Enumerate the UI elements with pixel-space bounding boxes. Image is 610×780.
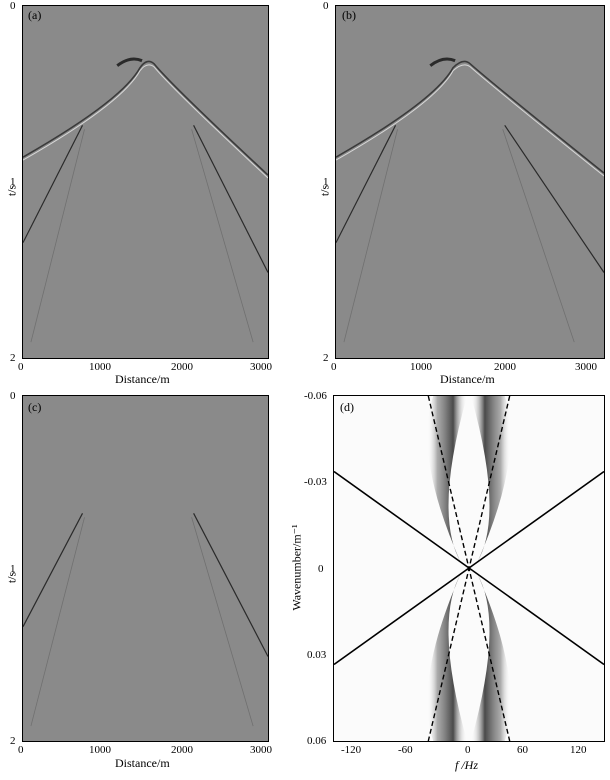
xlabel-d: f /Hz bbox=[455, 758, 479, 772]
ytick-b-0: 0 bbox=[323, 0, 329, 12]
ylabel-a: t/s bbox=[4, 184, 19, 197]
seismic-image-c bbox=[23, 513, 268, 727]
panel-label-b: (b) bbox=[342, 8, 356, 22]
xlabel-b: Distance/m bbox=[440, 372, 495, 386]
xtick-b-2: 2000 bbox=[494, 361, 516, 373]
seismic-plot-a bbox=[22, 5, 269, 359]
ytick-d-0: -0.06 bbox=[304, 390, 327, 402]
ytick-a-0: 0 bbox=[10, 0, 16, 12]
ytick-c-1: 1 bbox=[10, 563, 16, 575]
xtick-d-3: 60 bbox=[517, 744, 528, 756]
fk-image-d bbox=[334, 396, 604, 741]
seismic-plot-c bbox=[22, 395, 269, 742]
ytick-b-2: 2 bbox=[323, 352, 329, 364]
xtick-c-0: 0 bbox=[18, 744, 24, 756]
xtick-c-3: 3000 bbox=[250, 744, 272, 756]
seismic-plot-b bbox=[335, 5, 605, 359]
ytick-b-1: 1 bbox=[323, 176, 329, 188]
seismic-image-a bbox=[23, 57, 268, 343]
xtick-d-4: 120 bbox=[570, 744, 587, 756]
xtick-a-3: 3000 bbox=[250, 361, 272, 373]
panel-label-d: (d) bbox=[340, 400, 354, 414]
xtick-a-1: 1000 bbox=[89, 361, 111, 373]
xtick-c-1: 1000 bbox=[89, 744, 111, 756]
xtick-d-0: -120 bbox=[341, 744, 362, 756]
xtick-d-1: -60 bbox=[398, 744, 413, 756]
ytick-d-4: 0.06 bbox=[307, 735, 327, 747]
ylabel-c: t/s bbox=[4, 571, 19, 584]
ytick-a-2: 2 bbox=[10, 352, 16, 364]
xlabel-c: Distance/m bbox=[115, 756, 170, 770]
xlabel-a: Distance/m bbox=[115, 372, 170, 386]
ytick-c-2: 2 bbox=[10, 735, 16, 747]
ylabel-b: t/s bbox=[317, 184, 332, 197]
xtick-d-2: 0 bbox=[465, 744, 471, 756]
xtick-b-3: 3000 bbox=[575, 361, 597, 373]
ytick-c-0: 0 bbox=[10, 390, 16, 402]
ytick-d-1: -0.03 bbox=[304, 476, 327, 488]
ytick-a-1: 1 bbox=[10, 176, 16, 188]
xtick-a-0: 0 bbox=[18, 361, 24, 373]
panel-label-c: (c) bbox=[28, 400, 42, 414]
xtick-b-0: 0 bbox=[331, 361, 337, 373]
ytick-d-3: 0.03 bbox=[307, 649, 327, 661]
xtick-a-2: 2000 bbox=[171, 361, 193, 373]
xtick-b-1: 1000 bbox=[410, 361, 432, 373]
ylabel-d: Wavenumber/m⁻¹ bbox=[289, 524, 304, 611]
xtick-c-2: 2000 bbox=[171, 744, 193, 756]
ytick-d-2: 0 bbox=[318, 563, 324, 575]
fk-plot-d bbox=[333, 395, 605, 742]
panel-label-a: (a) bbox=[28, 8, 42, 22]
seismic-image-b bbox=[336, 57, 604, 343]
